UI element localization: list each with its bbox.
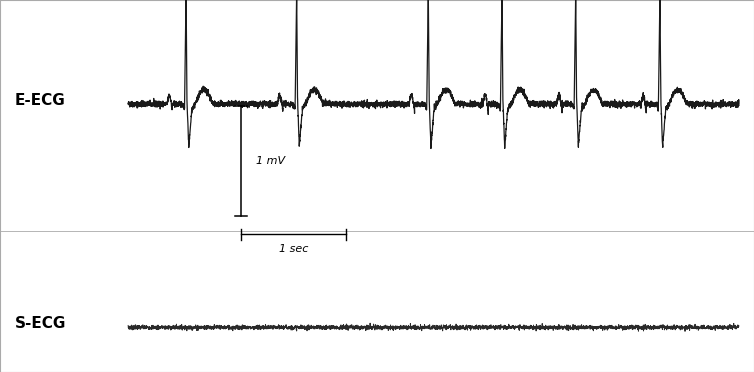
Text: E-ECG: E-ECG — [15, 93, 66, 108]
Text: 1 mV: 1 mV — [256, 156, 285, 166]
Text: 1 sec: 1 sec — [279, 244, 308, 254]
Text: S-ECG: S-ECG — [15, 316, 66, 331]
